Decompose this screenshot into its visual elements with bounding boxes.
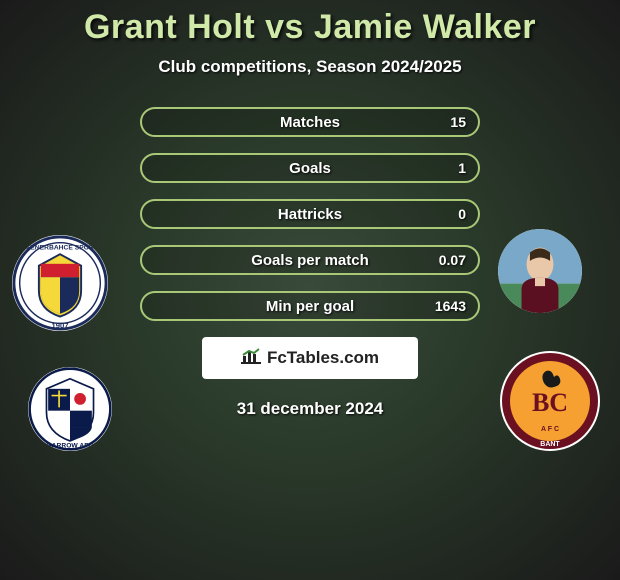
stat-right-value: 0	[458, 206, 466, 222]
fctables-logo[interactable]: FcTables.com	[202, 337, 418, 379]
logo-text: FcTables.com	[267, 348, 379, 368]
subtitle: Club competitions, Season 2024/2025	[0, 57, 620, 77]
stat-label: Goals	[289, 160, 331, 177]
stat-row: Hattricks 0	[140, 199, 480, 229]
svg-text:BARROW AFC: BARROW AFC	[47, 443, 94, 450]
stats-container: FENERBAHCE SPOR 1907 BARROW AFC	[0, 107, 620, 321]
stat-label: Goals per match	[251, 252, 369, 269]
stat-row: Matches 15	[140, 107, 480, 137]
stat-right-value: 0.07	[439, 252, 466, 268]
club-crest-left-bottom: BARROW AFC	[28, 367, 112, 451]
club-crest-right-bottom: BC A F C BANT	[500, 351, 600, 451]
stat-right-value: 1	[458, 160, 466, 176]
stat-row: Goals per match 0.07	[140, 245, 480, 275]
stat-label: Matches	[280, 114, 340, 131]
svg-text:1907: 1907	[51, 321, 68, 330]
stat-label: Hattricks	[278, 206, 342, 223]
svg-text:BANT: BANT	[540, 441, 560, 448]
stat-row: Goals 1	[140, 153, 480, 183]
club-crest-left-top: FENERBAHCE SPOR 1907	[12, 235, 108, 331]
stat-right-value: 1643	[435, 298, 466, 314]
svg-text:BC: BC	[532, 388, 568, 417]
stat-label: Min per goal	[266, 298, 354, 315]
chart-icon	[241, 348, 261, 369]
svg-text:FENERBAHCE SPOR: FENERBAHCE SPOR	[26, 244, 94, 251]
svg-text:A F C: A F C	[541, 426, 559, 433]
stat-right-value: 15	[450, 114, 466, 130]
player-photo-right-top	[498, 229, 582, 313]
page-title: Grant Holt vs Jamie Walker	[0, 0, 620, 47]
stat-row: Min per goal 1643	[140, 291, 480, 321]
